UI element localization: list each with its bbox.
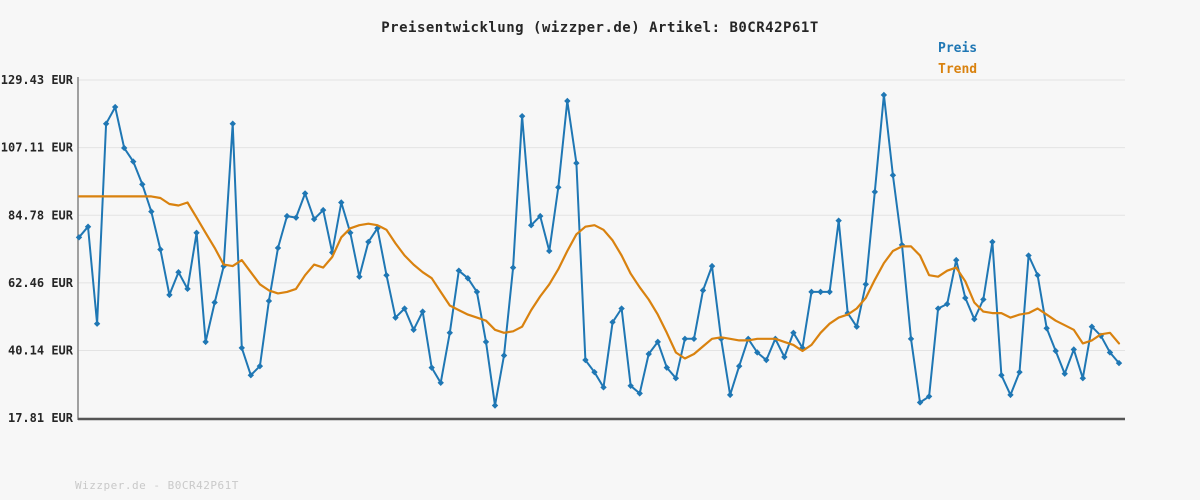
y-axis-tick-label: 129.43 EUR [1,73,74,87]
y-axis-tick-label: 107.11 EUR [1,141,74,155]
y-axis-tick-label: 84.78 EUR [8,208,74,222]
series-line-preis [78,93,1120,407]
legend-item-trend: Trend [938,62,978,77]
chart-legend: Preis Trend [938,38,977,80]
y-axis-tick-label: 17.81 EUR [8,411,74,425]
watermark: Wizzper.de - B0CR42P61T [75,479,239,492]
y-axis-tick-label: 40.14 EUR [8,344,74,358]
series-line-trend [77,195,1121,360]
chart-title: Preisentwicklung (wizzper.de) Artikel: B… [381,20,819,36]
y-axis-tick-label: 62.46 EUR [8,276,74,290]
legend-item-preis: Preis [938,41,978,56]
